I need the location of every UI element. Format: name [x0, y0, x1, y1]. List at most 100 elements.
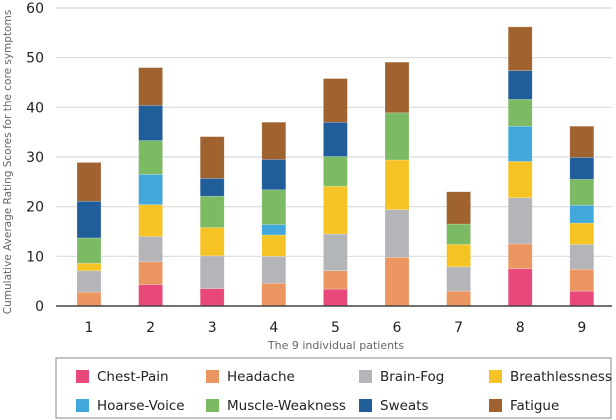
y-tick-label: 10: [26, 249, 44, 265]
bar-segment-brain-fog: [76, 270, 102, 293]
y-axis-title: Cumulative Average Rating Scores for the…: [2, 10, 14, 314]
bar-segment-chest-pain: [199, 288, 225, 307]
bar-segment-chest-pain: [138, 284, 163, 307]
legend-swatch: [76, 370, 89, 383]
bar-segment-muscle-weakness: [569, 179, 595, 206]
bar-segment-headache: [384, 257, 410, 307]
legend-swatch: [489, 370, 502, 383]
bar-segment-muscle-weakness: [384, 112, 410, 161]
y-tick-label: 50: [26, 51, 44, 67]
bar-segment-hoarse-voice: [569, 204, 595, 224]
bars: [76, 26, 595, 307]
bar-segment-chest-pain: [507, 268, 533, 307]
bar-segment-breathlessness: [384, 159, 410, 210]
legend-swatch: [76, 399, 89, 412]
bar-segment-muscle-weakness: [199, 195, 225, 228]
bar-segment-fatigue: [199, 136, 225, 179]
bar-segment-breathlessness: [199, 227, 225, 257]
bar-segment-sweats: [323, 121, 348, 157]
bar-segment-hoarse-voice: [261, 224, 287, 236]
x-tick-label: 4: [269, 320, 278, 336]
legend-label: Muscle-Weakness: [227, 398, 346, 414]
bar-segment-headache: [446, 290, 471, 307]
bar-segment-chest-pain: [569, 290, 595, 307]
bar-segment-muscle-weakness: [507, 99, 533, 127]
y-tick-label: 40: [26, 100, 44, 116]
bar-segment-brain-fog: [199, 255, 225, 289]
bar-segment-fatigue: [76, 162, 102, 202]
bar-segment-hoarse-voice: [507, 125, 533, 162]
bar-segment-sweats: [507, 70, 533, 100]
legend-label: Brain-Fog: [380, 369, 444, 385]
x-tick-label: 9: [577, 320, 586, 336]
bar-segment-brain-fog: [569, 244, 595, 270]
bar-segment-fatigue: [261, 121, 287, 160]
x-tick-label: 8: [516, 320, 525, 336]
legend-swatch: [359, 370, 372, 383]
bar-segment-breathlessness: [138, 204, 163, 237]
legend: Chest-Pain Headache Brain-Fog Breathlessnes…: [55, 357, 612, 419]
bar-segment-headache: [138, 261, 163, 285]
y-tick-label: 0: [35, 299, 44, 315]
legend-label: Fatigue: [510, 398, 559, 414]
x-tick-label: 1: [85, 320, 94, 336]
bar-segment-brain-fog: [384, 209, 410, 258]
x-axis-title: The 9 individual patients: [267, 339, 404, 352]
bar-segment-sweats: [569, 157, 595, 180]
bar-segment-brain-fog: [507, 197, 533, 245]
x-tick-labels: 1 2 3 4 5 6 7 8 9: [85, 320, 587, 336]
bar-segment-brain-fog: [138, 236, 163, 263]
bar-segment-headache: [569, 268, 595, 292]
bar-segment-brain-fog: [323, 233, 348, 272]
bar-segment-breathlessness: [446, 244, 471, 268]
x-tick-label: 7: [454, 320, 463, 336]
bar-segment-headache: [323, 270, 348, 290]
bar-segment-breathlessness: [76, 262, 102, 272]
bar-segment-breathlessness: [569, 222, 595, 245]
bar-segment-fatigue: [323, 78, 348, 123]
legend-swatch: [359, 399, 372, 412]
bar-segment-muscle-weakness: [446, 223, 471, 245]
y-tick-label: 20: [26, 200, 44, 216]
bar-segment-muscle-weakness: [261, 189, 287, 225]
bar-segment-muscle-weakness: [76, 237, 102, 264]
y-tick-label: 60: [26, 1, 44, 17]
legend-label: Chest-Pain: [97, 369, 169, 385]
bar-segment-fatigue: [138, 67, 163, 106]
bar-segment-sweats: [199, 178, 225, 197]
bar-segment-hoarse-voice: [138, 174, 163, 205]
legend-label: Hoarse-Voice: [97, 398, 185, 414]
bar-segment-sweats: [261, 159, 287, 191]
x-tick-label: 6: [393, 320, 402, 336]
bar-segment-headache: [76, 291, 102, 307]
bar-segment-headache: [507, 243, 533, 270]
bar-segment-chest-pain: [323, 288, 348, 307]
legend-swatch: [489, 399, 502, 412]
bar-segment-breathlessness: [507, 161, 533, 199]
legend-label: Headache: [227, 369, 295, 385]
bar-segment-fatigue: [569, 125, 595, 158]
bar-segment-sweats: [138, 105, 163, 141]
bar-segment-fatigue: [507, 26, 533, 71]
legend-box: [55, 357, 612, 419]
legend-swatch: [206, 399, 219, 412]
bar-segment-brain-fog: [446, 266, 471, 292]
y-tick-labels: 0 10 20 30 40 50 60: [26, 1, 44, 315]
bar-segment-sweats: [76, 200, 102, 239]
bar-segment-fatigue: [446, 191, 471, 225]
y-tick-label: 30: [26, 150, 44, 166]
bar-segment-muscle-weakness: [323, 156, 348, 187]
legend-label: Breathlessness: [510, 369, 612, 385]
legend-swatch: [206, 370, 219, 383]
bar-segment-headache: [261, 282, 287, 307]
bar-segment-breathlessness: [261, 234, 287, 257]
legend-label: Sweats: [380, 398, 429, 414]
x-tick-label: 3: [208, 320, 217, 336]
bar-segment-brain-fog: [261, 256, 287, 284]
x-tick-label: 5: [331, 320, 340, 336]
bar-segment-breathlessness: [323, 186, 348, 235]
bar-segment-muscle-weakness: [138, 140, 163, 175]
bar-segment-fatigue: [384, 61, 410, 114]
